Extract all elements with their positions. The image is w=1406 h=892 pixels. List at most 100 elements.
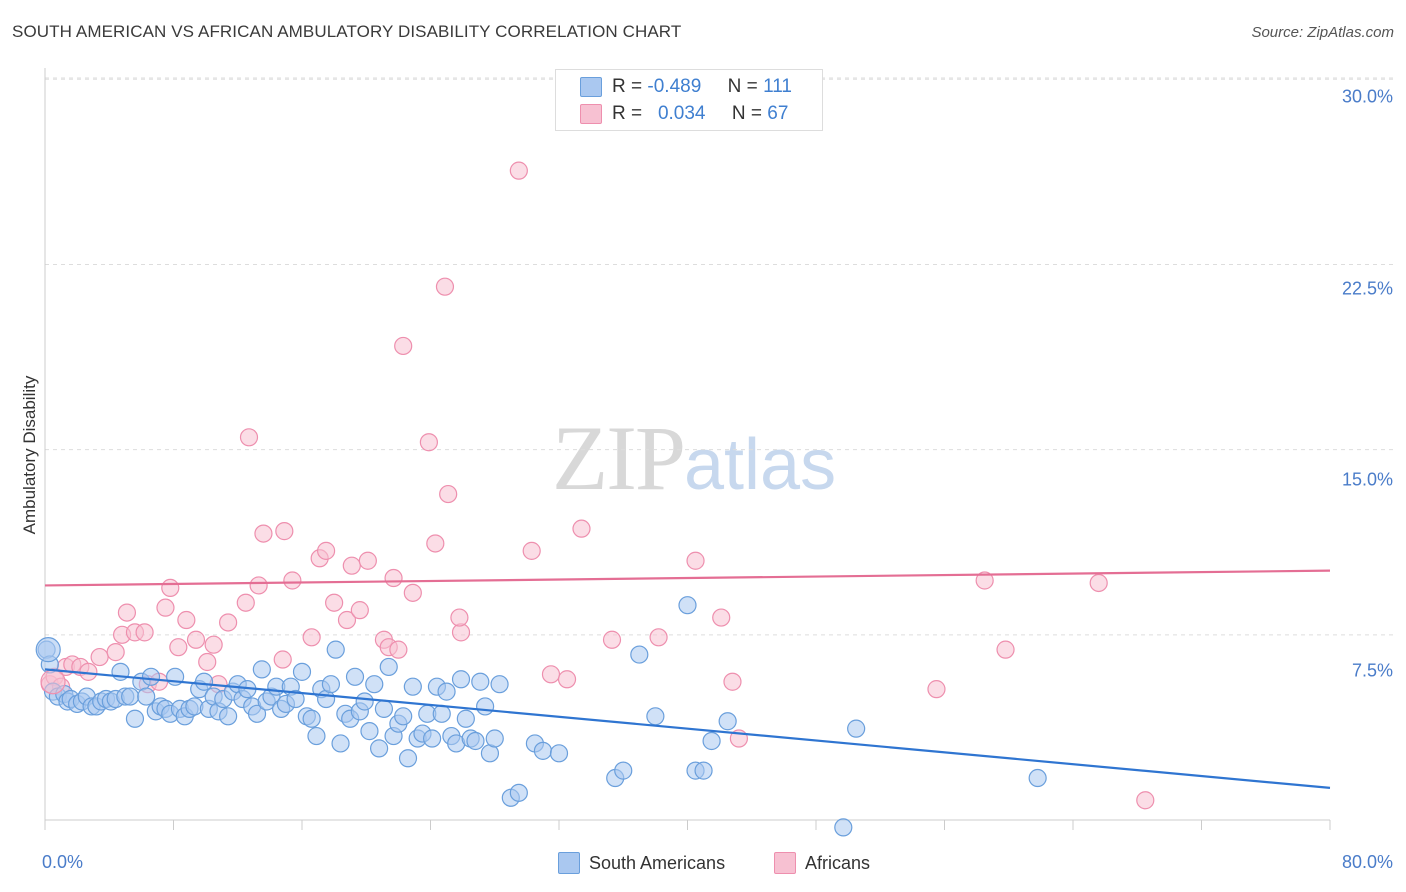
african-point [156, 598, 175, 617]
south-american-point [485, 729, 504, 748]
african-point [557, 670, 577, 689]
african-point [302, 628, 321, 647]
african-point [419, 433, 438, 452]
african-point [117, 603, 137, 622]
south-american-point [694, 761, 713, 780]
south-american-point [379, 657, 398, 677]
african-point [712, 608, 731, 627]
south-american-point [141, 667, 161, 686]
r-value: -0.489 [647, 76, 702, 97]
south-american-point [331, 734, 350, 753]
south-american-point [125, 709, 145, 728]
south-american-point [219, 707, 238, 726]
pink-swatch [580, 104, 602, 124]
african-point [426, 534, 445, 553]
african-point [219, 613, 238, 632]
african-point [649, 628, 668, 647]
south-american-point [490, 675, 509, 694]
south-american-point [302, 709, 321, 728]
african-point [1136, 791, 1155, 810]
african-point [204, 635, 223, 654]
south-american-point [345, 667, 365, 686]
y-tick-label: 15.0% [1341, 469, 1393, 490]
african-point [249, 576, 268, 595]
african-trendline [44, 569, 1331, 587]
african-point [325, 593, 344, 612]
south-american-point [286, 689, 305, 709]
legend-item-south-americans[interactable]: South Americans [558, 852, 725, 874]
legend-item-africans[interactable]: Africans [774, 852, 870, 874]
african-point [358, 551, 377, 570]
y-tick-label: 7.5% [1351, 660, 1393, 681]
african-point [239, 428, 259, 447]
south-american-point [678, 596, 697, 615]
south-american-point [834, 818, 853, 837]
legend: South Americans Africans [0, 852, 1406, 878]
african-point [90, 647, 109, 667]
y-axis-label: Ambulatory Disability [20, 375, 39, 535]
south-american-point [252, 660, 271, 679]
african-point [283, 571, 302, 590]
african-point [275, 522, 294, 541]
legend-label: South Americans [589, 852, 726, 873]
chart-title: SOUTH AMERICAN VS AFRICAN AMBULATORY DIS… [12, 22, 682, 41]
south-american-point [360, 722, 379, 741]
african-point [316, 541, 336, 560]
legend-swatch-blue [558, 852, 580, 874]
south-american-point [370, 739, 389, 758]
south-american-point [423, 729, 442, 748]
african-point [439, 484, 458, 504]
south-american-point [355, 692, 374, 711]
south-american-point [471, 672, 490, 691]
stats-text: R = -0.489 N = 111 [612, 76, 792, 98]
african-point [602, 630, 622, 649]
south-american-point [630, 645, 649, 664]
y-tick-label: 22.5% [1341, 278, 1393, 299]
south-american-point [374, 699, 394, 718]
south-american-point [456, 709, 475, 728]
south-american-point [437, 682, 456, 701]
south-american-point [533, 741, 553, 760]
r-label: R = [612, 103, 643, 124]
african-point [435, 277, 455, 296]
y-tick-label: 30.0% [1341, 86, 1393, 107]
african-point [927, 680, 946, 699]
south-american-point [614, 761, 633, 780]
n-label: N = [727, 76, 758, 97]
south-american-point [451, 670, 471, 689]
n-label: N = [731, 103, 763, 124]
african-point [686, 551, 705, 570]
legend-swatch-pink [774, 852, 796, 874]
african-point [541, 665, 561, 684]
african-point [161, 578, 180, 598]
african-point [384, 568, 403, 588]
south-american-point [403, 677, 422, 696]
south-american-point [432, 704, 451, 723]
watermark-atlas: atlas [684, 425, 837, 505]
african-point [1089, 573, 1108, 593]
african-point [106, 643, 125, 662]
south-american-point [509, 783, 528, 802]
south-american-point [702, 731, 721, 751]
african-point [177, 610, 196, 630]
blue-swatch [580, 77, 602, 97]
african-point [389, 640, 408, 659]
legend-label: Africans [805, 852, 871, 873]
african-point [169, 638, 188, 657]
r-label: R = [612, 76, 643, 97]
watermark: ZIPatlas [552, 405, 836, 511]
african-point [342, 556, 361, 575]
south-american-point [326, 640, 345, 659]
african-point [337, 610, 357, 630]
south-american-point [137, 687, 156, 706]
south-american-point [394, 707, 413, 726]
african-point [186, 630, 206, 649]
n-value: 67 [767, 103, 789, 124]
african-point [40, 669, 66, 695]
african-point [394, 336, 413, 356]
african-point [236, 593, 255, 612]
south-american-point [365, 675, 384, 694]
south-american-point [1028, 768, 1047, 788]
south-american-point [194, 672, 214, 691]
